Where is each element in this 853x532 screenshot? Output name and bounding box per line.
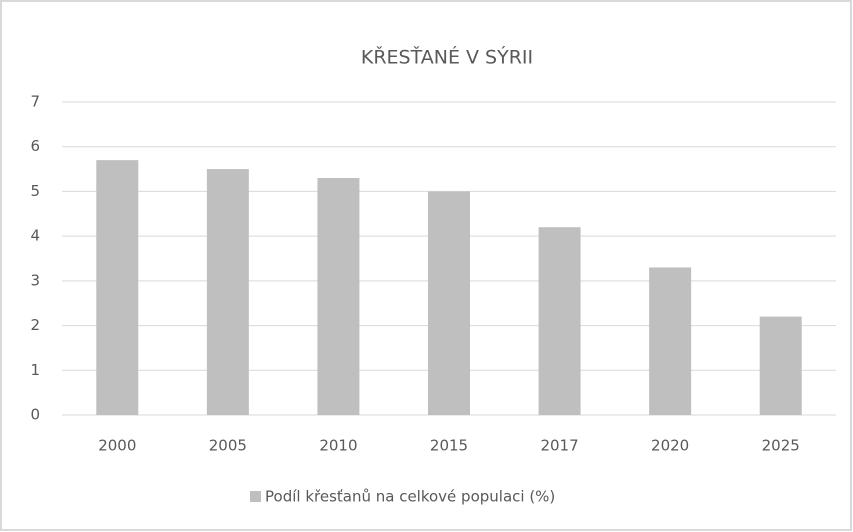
legend-swatch — [250, 491, 261, 502]
bar — [428, 191, 470, 415]
y-tick-label: 1 — [30, 361, 40, 379]
x-tick-label: 2005 — [209, 437, 247, 455]
chart-title: KŘESŤANÉ V SÝRII — [361, 46, 533, 69]
x-tick-label: 2010 — [319, 437, 357, 455]
legend-label: Podíl křesťanů na celkové populaci (%) — [265, 488, 555, 506]
y-tick-label: 5 — [30, 182, 40, 200]
bar — [649, 267, 692, 415]
y-tick-label: 6 — [30, 137, 40, 155]
x-tick-label: 2020 — [651, 437, 689, 455]
bar — [317, 178, 360, 415]
y-tick-label: 0 — [30, 406, 40, 424]
y-tick-label: 4 — [30, 227, 40, 245]
x-tick-label: 2025 — [762, 437, 800, 455]
y-tick-label: 7 — [30, 93, 40, 111]
bar — [96, 160, 139, 415]
y-tick-label: 3 — [30, 271, 40, 289]
x-tick-label: 2000 — [98, 437, 136, 455]
y-tick-label: 2 — [30, 316, 40, 334]
x-tick-label: 2015 — [430, 437, 468, 455]
bar — [759, 316, 802, 415]
bar — [538, 227, 581, 415]
bar — [206, 169, 249, 415]
x-tick-label: 2017 — [540, 437, 578, 455]
